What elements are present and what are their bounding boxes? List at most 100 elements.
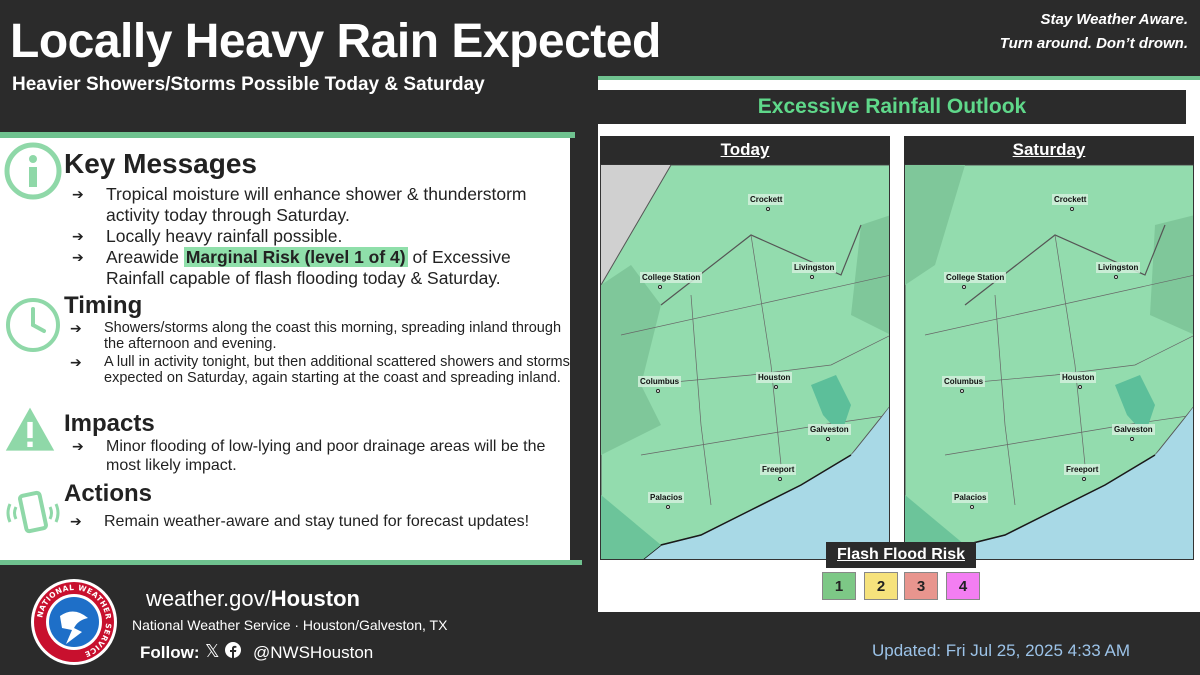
accent-stripe-right [598,76,1200,80]
nws-seal-logo: NATIONAL WEATHER SERVICE [31,579,117,665]
accent-stripe-top [0,132,575,138]
city-label: Freeport [760,464,797,475]
key-message-1: Tropical moisture will enhance shower & … [72,184,572,226]
map-saturday-svg [905,165,1193,559]
city-label: Galveston [808,424,851,435]
map-label-saturday: Saturday [904,136,1194,164]
city-label: Palacios [648,492,685,503]
city-label: Livingston [1096,262,1141,273]
accent-stripe-bottom [0,560,582,565]
website-link[interactable]: weather.gov/Houston [146,586,360,612]
key-messages-list: Tropical moisture will enhance shower & … [72,184,572,289]
boundary [660,224,862,306]
key-message-2: Locally heavy rainfall possible. [72,226,572,247]
key-message-3: Areawide Marginal Risk (level 1 of 4) of… [72,247,572,289]
key-message-3-post: of Excessive Rainfall capable of flash f… [106,247,511,288]
slogan-line-1: Stay Weather Aware. [1040,11,1188,28]
outlook-title: Excessive Rainfall Outlook [598,90,1186,124]
coastal-area [601,495,661,559]
city-label: College Station [640,272,703,283]
city-label: Houston [756,372,793,383]
adjacent-area [905,165,965,285]
map-saturday [904,164,1194,560]
city-dot [810,275,814,279]
city-dot [970,505,974,509]
phone-alert-icon [6,490,60,534]
city-label: Columbus [638,376,682,387]
actions-item-1: Remain weather-aware and stay tuned for … [70,512,550,531]
warning-icon [5,407,55,451]
city-label: Houston [1060,372,1097,383]
updated-timestamp: Updated: Fri Jul 25, 2025 4:33 AM [872,641,1130,660]
coastline [642,454,852,559]
city-dot [1070,207,1074,211]
county-line [994,294,1016,506]
info-icon [4,142,62,200]
clock-icon [6,298,60,352]
county-line [750,234,782,466]
impacts-title: Impacts [64,410,155,437]
city-label: Palacios [952,492,989,503]
facebook-icon[interactable] [224,642,241,658]
timing-list: Showers/storms along the coast this morn… [70,320,580,386]
city-dot [1130,437,1134,441]
county-line [690,294,712,506]
galveston-bay [1115,375,1155,435]
impacts-list: Minor flooding of low-lying and poor dra… [72,437,552,475]
impacts-item-1: Minor flooding of low-lying and poor dra… [72,437,552,475]
county-line [944,335,1193,386]
county-line [924,275,1193,336]
city-dot [962,285,966,289]
city-dot [826,437,830,441]
gulf-water [970,407,1193,559]
city-label: College Station [944,272,1007,283]
timing-title: Timing [64,292,143,319]
key-message-3-pre: Areawide [106,247,184,267]
city-dot [774,385,778,389]
office-name: National Weather Service · Houston/Galve… [132,617,448,633]
city-dot [656,389,660,393]
marginal-risk-highlight: Marginal Risk (level 1 of 4) [183,247,408,267]
actions-list: Remain weather-aware and stay tuned for … [70,512,550,531]
social-icons: 𝕏 [205,641,241,662]
key-messages-title: Key Messages [64,148,258,179]
city-dot [1078,385,1082,389]
city-label: Crockett [1052,194,1089,205]
galveston-bay [811,375,851,435]
map-label-today: Today [600,136,890,164]
site-prefix: weather.gov/ [146,586,271,611]
social-handle[interactable]: @NWSHouston [253,643,374,662]
legend-title: Flash Flood Risk [826,542,976,568]
legend-panel [598,562,1200,612]
city-dot [778,477,782,481]
city-dot [658,285,662,289]
city-dot [766,207,770,211]
legend-level-2: 2 [864,572,898,600]
page-subtitle: Heavier Showers/Storms Possible Today & … [12,74,485,95]
city-label: Freeport [1064,464,1101,475]
gulf-water [666,407,889,559]
legend-level-1: 1 [822,572,856,600]
follow-label: Follow: [140,643,200,662]
city-dot [666,505,670,509]
city-label: Livingston [792,262,837,273]
slogan-line-2: Turn around. Don’t drown. [999,35,1188,52]
city-dot [1082,477,1086,481]
boundary [964,224,1166,306]
map-today-svg [601,165,889,559]
city-dot [1114,275,1118,279]
legend-level-3: 3 [904,572,938,600]
adjacent-area [601,265,661,455]
page-title: Locally Heavy Rain Expected [10,15,661,68]
county-line [620,275,889,336]
adjacent-area-east [1150,215,1193,335]
county-line [640,335,889,386]
timing-item-2: A lull in activity tonight, but then add… [70,354,580,386]
legend-level-4: 4 [946,572,980,600]
county-line [1054,234,1086,466]
x-logo-icon[interactable]: 𝕏 [205,641,220,661]
city-dot [960,389,964,393]
slogan: Stay Weather Aware. Turn around. Don’t d… [1000,8,1188,56]
map-today [600,164,890,560]
actions-title: Actions [64,480,153,507]
